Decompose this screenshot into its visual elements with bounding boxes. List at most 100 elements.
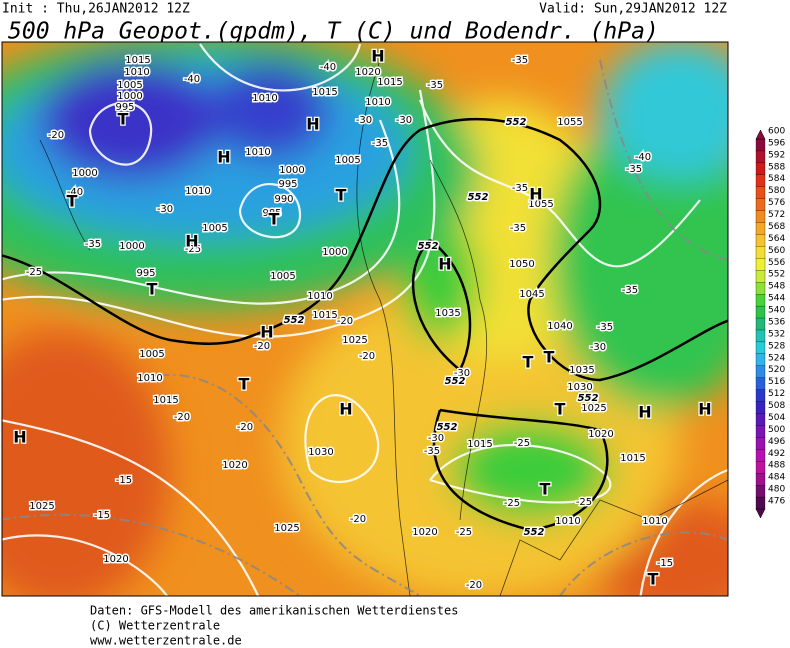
pressure-label: 1015 <box>125 55 150 66</box>
pressure-label: 1005 <box>335 155 360 166</box>
legend-label: 500 <box>768 425 785 435</box>
pressure-label: 1015 <box>153 395 178 406</box>
footer-line: www.wetterzentrale.de <box>90 634 242 648</box>
temperature-label: -35 <box>85 239 101 250</box>
pressure-label: 1045 <box>519 289 544 300</box>
legend-swatch <box>755 282 766 295</box>
pressure-center: T <box>67 192 78 211</box>
temperature-label: -35 <box>372 138 388 149</box>
legend-swatch <box>755 138 766 152</box>
pressure-label: 1040 <box>547 321 572 332</box>
pressure-label: 1010 <box>642 516 667 527</box>
pressure-center: T <box>540 480 551 499</box>
geopotential-label: 552 <box>418 241 439 252</box>
temperature-label: -25 <box>514 438 530 449</box>
pressure-label: 1030 <box>567 382 592 393</box>
legend-label: 552 <box>768 270 785 280</box>
pressure-center: H <box>638 403 651 422</box>
temperature-label: -25 <box>576 497 592 508</box>
pressure-center: H <box>371 47 384 66</box>
pressure-label: 1005 <box>202 223 227 234</box>
legend-label: 568 <box>768 222 785 232</box>
pressure-center: H <box>306 115 319 134</box>
pressure-center: H <box>185 232 198 251</box>
pressure-label: 1015 <box>620 453 645 464</box>
pressure-label: 1035 <box>569 365 594 376</box>
legend-label: 504 <box>768 413 785 423</box>
pressure-center: H <box>260 323 273 342</box>
temperature-label: -20 <box>254 341 270 352</box>
legend-label: 592 <box>768 150 785 160</box>
legend-label: 476 <box>768 497 785 507</box>
legend-swatch <box>755 305 766 319</box>
temperature-label: -15 <box>94 510 110 521</box>
legend-label: 564 <box>768 234 785 244</box>
geopotential-label: 552 <box>524 527 545 538</box>
geopotential-label: 552 <box>437 422 458 433</box>
legend-label: 548 <box>768 282 785 292</box>
legend-label: 480 <box>768 485 785 495</box>
legend-cap <box>755 129 766 140</box>
temperature-label: -20 <box>174 412 190 423</box>
legend-swatch <box>755 150 766 164</box>
legend-label: 488 <box>768 461 785 471</box>
pressure-label: 1015 <box>312 310 337 321</box>
temperature-label: -25 <box>26 267 42 278</box>
legend-swatch <box>755 329 766 343</box>
temperature-label: -35 <box>424 446 440 457</box>
legend-label: 492 <box>768 449 785 459</box>
legend-swatch <box>755 484 766 498</box>
legend-swatch <box>755 210 766 224</box>
temperature-label: -25 <box>504 498 520 509</box>
temperature-label: -20 <box>48 130 64 141</box>
pressure-center: H <box>698 400 711 419</box>
map-frame <box>1 41 729 597</box>
pressure-label: 1055 <box>528 199 553 210</box>
pressure-label: 1035 <box>435 308 460 319</box>
temperature-label: -20 <box>466 580 482 591</box>
temperature-label: -25 <box>456 527 472 538</box>
legend-label: 528 <box>768 341 785 351</box>
pressure-label: 1025 <box>274 523 299 534</box>
legend-swatch <box>755 353 766 367</box>
legend-cap <box>755 508 766 519</box>
pressure-label: 1010 <box>245 147 270 158</box>
pressure-label: 1010 <box>185 186 210 197</box>
pressure-label: 995 <box>115 102 134 113</box>
pressure-label: 1000 <box>117 91 142 102</box>
temperature-label: -30 <box>396 115 412 126</box>
geopotential-label: 552 <box>445 376 466 387</box>
pressure-label: 1005 <box>270 271 295 282</box>
pressure-center: H <box>438 255 451 274</box>
temperature-label: -30 <box>428 433 444 444</box>
pressure-center: T <box>648 570 659 589</box>
legend-label: 536 <box>768 317 785 327</box>
temperature-label: -30 <box>157 204 173 215</box>
legend-label: 596 <box>768 138 785 148</box>
temperature-label: -15 <box>116 475 132 486</box>
temperature-label: -25 <box>185 244 201 255</box>
legend-label: 572 <box>768 210 785 220</box>
legend-swatch <box>755 198 766 212</box>
temperature-label: -20 <box>359 351 375 362</box>
temperature-label: -35 <box>626 164 642 175</box>
geopotential-label: 552 <box>468 192 489 203</box>
pressure-label: 1010 <box>555 516 580 527</box>
pressure-label: 1010 <box>365 97 390 108</box>
pressure-label: 1015 <box>377 77 402 88</box>
temperature-label: -35 <box>512 55 528 66</box>
pressure-center: T <box>147 280 158 299</box>
legend-swatch <box>755 365 766 379</box>
pressure-center: T <box>523 353 534 372</box>
pressure-center: H <box>217 148 230 167</box>
pressure-label: 1055 <box>557 117 582 128</box>
pressure-label: 1020 <box>588 429 613 440</box>
temperature-label: -20 <box>337 316 353 327</box>
legend-label: 520 <box>768 365 785 375</box>
pressure-label: 1010 <box>307 291 332 302</box>
legend-swatch <box>755 461 766 474</box>
